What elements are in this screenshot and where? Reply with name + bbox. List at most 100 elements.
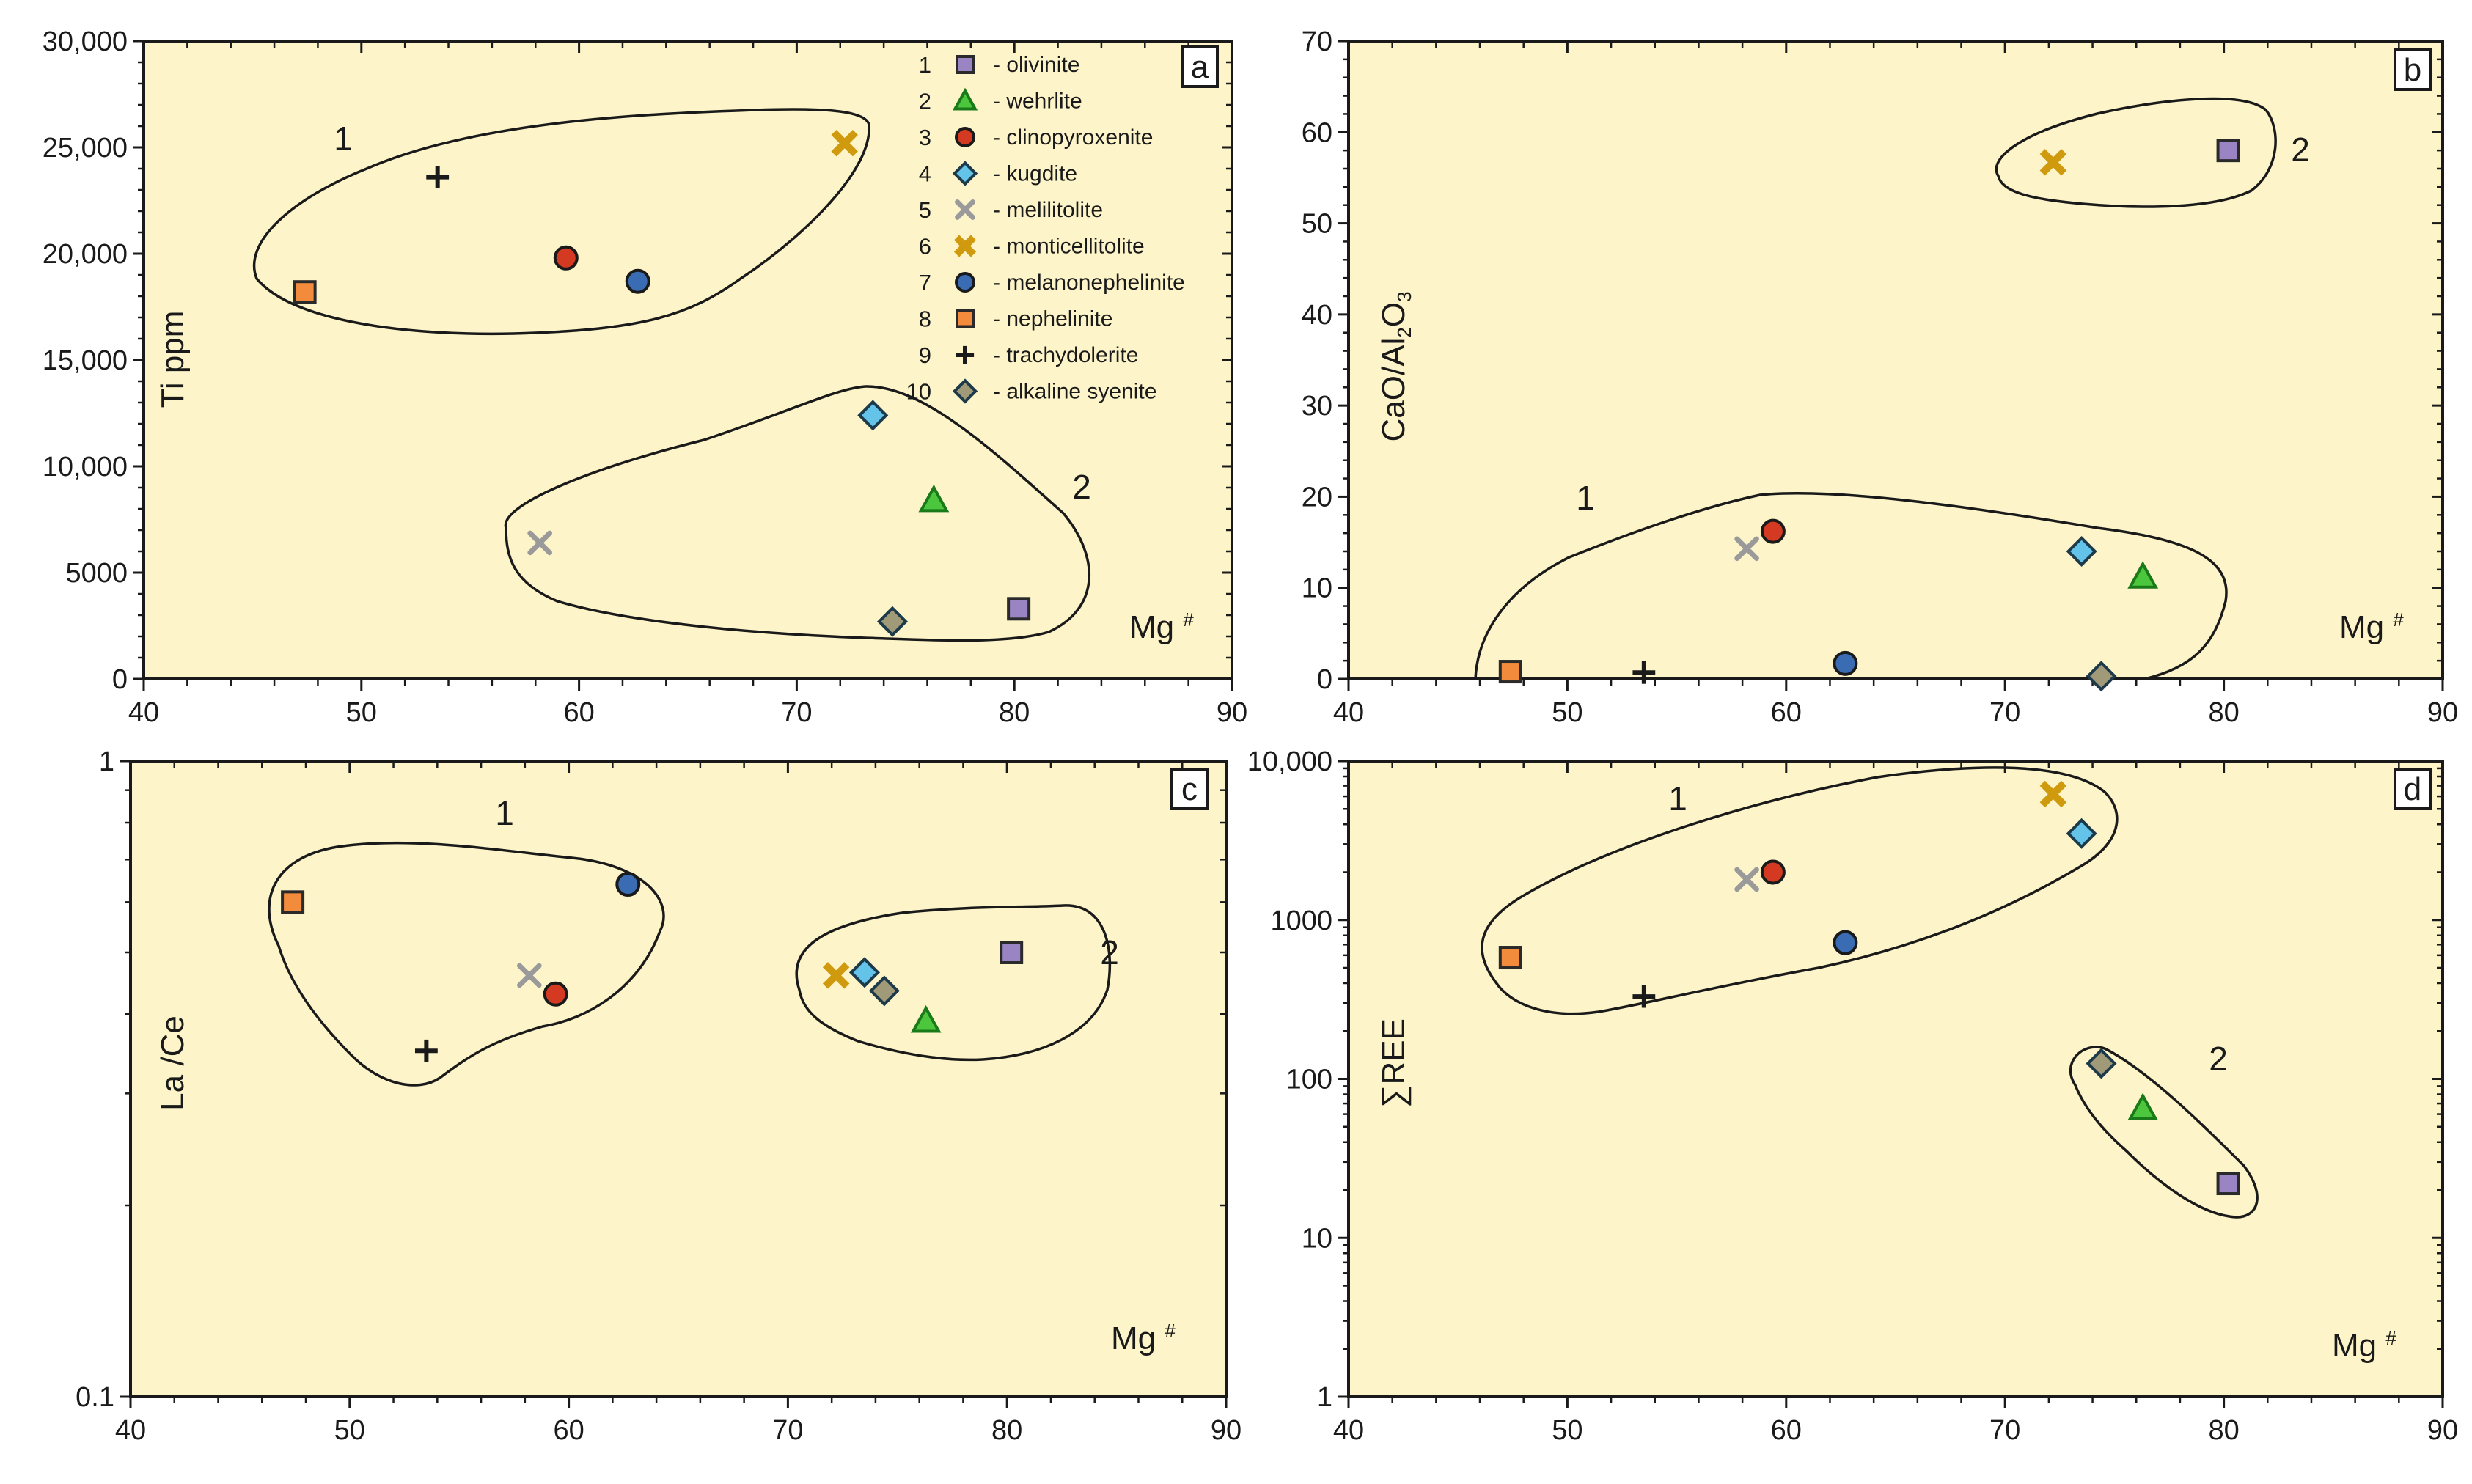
x-tick-label: 70 (781, 697, 812, 728)
point-trachydolerite (426, 166, 450, 188)
x-tick-label: 50 (1552, 1415, 1582, 1446)
point-olivinite (1007, 597, 1031, 621)
x-tick-label: 50 (346, 697, 377, 728)
y-axis-label: La /Ce (155, 1015, 191, 1111)
y-tick-label: 1 (99, 746, 114, 777)
plot-area (1347, 760, 2444, 1398)
point-melilitolite (1734, 867, 1759, 892)
field-label-2: 2 (2291, 131, 2310, 169)
field-outline-1 (268, 841, 665, 1087)
point-alkaline_syenite (868, 975, 900, 1007)
x-tick-label: 70 (772, 1415, 803, 1446)
legend-number: 5 (919, 197, 931, 223)
legend-marker-alkaline_syenite (952, 378, 978, 404)
legend-label: - monticellitolite (993, 235, 1145, 259)
legend-number: 2 (919, 89, 931, 114)
x-axis-ticks (1347, 761, 2444, 1408)
legend-label: - melilitolite (993, 198, 1103, 222)
x-tick-label: 50 (334, 1415, 365, 1446)
field-outline-2 (2069, 1046, 2259, 1219)
field-outline-1 (252, 108, 870, 336)
point-melanonephelinite (625, 268, 650, 294)
point-alkaline_syenite (2086, 661, 2117, 692)
field-label-1: 1 (334, 120, 353, 158)
y-tick-label: 100 (1286, 1065, 1332, 1095)
x-axis-ticks (129, 761, 1228, 1408)
y-tick-label: 50 (1302, 209, 1332, 240)
point-trachydolerite (1632, 661, 1656, 684)
panel-letter-box (1181, 45, 1219, 88)
legend-marker-melanonephelinite (955, 272, 975, 293)
legend-number: 7 (919, 270, 931, 295)
panel-letter-box (1170, 768, 1209, 810)
x-tick-label: 80 (991, 1415, 1022, 1446)
point-olivinite (2216, 1172, 2240, 1196)
x-tick-label: 40 (128, 697, 159, 728)
y-tick-label: 1 (1317, 1382, 1332, 1413)
point-trachydolerite (1632, 985, 1656, 1008)
point-clinopyroxenite (1760, 859, 1786, 885)
panel-c: 40 50 60 70 80 90 0.1 1 1 2 La /Ce Mg # c (76, 746, 1241, 1446)
x-axis-label: Mg # (2339, 609, 2404, 645)
point-melilitolite (517, 963, 542, 988)
x-tick-label: 50 (1552, 697, 1582, 728)
legend-label: - alkaline syenite (993, 380, 1156, 404)
y-axis-label: CaO/Al2O3 (1376, 292, 1415, 442)
point-monticellitolite (2039, 149, 2067, 176)
panel-letter: b (2404, 52, 2421, 88)
legend-label: - melanonephelinite (993, 271, 1185, 295)
x-tick-label: 80 (2208, 1415, 2239, 1446)
legend-marker-nephelinite (956, 309, 975, 328)
legend-item-melanonephelinite: 7 - melanonephelinite (919, 270, 1185, 295)
field-outline-1 (1474, 492, 2228, 680)
data-points (293, 129, 1031, 637)
y-tick-label: 10 (1302, 1223, 1332, 1254)
legend-label: - trachydolerite (993, 343, 1138, 367)
point-melanonephelinite (1833, 650, 1858, 676)
x-tick-label: 90 (2427, 697, 2458, 728)
point-monticellitolite (831, 129, 858, 157)
y-tick-label: 10 (1302, 573, 1332, 604)
field-label-2: 2 (1100, 933, 1119, 971)
y-tick-label: 10,000 (1247, 746, 1332, 777)
point-nephelinite (281, 890, 305, 914)
point-kugdite (857, 400, 889, 431)
x-tick-label: 60 (553, 1415, 584, 1446)
y-tick-label: 5000 (65, 558, 128, 589)
x-tick-label: 80 (999, 697, 1030, 728)
legend-item-alkaline_syenite: 10 - alkaline syenite (906, 378, 1156, 405)
legend-marker-olivinite (956, 55, 975, 74)
legend: 1 - olivinite 2 - wehrlite 3 - clinopyroxenit… (906, 52, 1185, 405)
y-tick-label: 20 (1302, 482, 1332, 513)
y-tick-label: 20,000 (43, 239, 128, 270)
point-monticellitolite (2039, 780, 2067, 808)
y-tick-label: 0 (112, 664, 128, 695)
legend-number: 6 (919, 234, 931, 260)
field-label-1: 1 (495, 794, 514, 832)
point-kugdite (2066, 535, 2097, 567)
point-wehrlite (2127, 1092, 2159, 1121)
legend-number: 8 (919, 306, 931, 332)
y-tick-label: 25,000 (43, 133, 128, 164)
legend-item-kugdite: 4 - kugdite (919, 161, 1077, 187)
point-trachydolerite (414, 1039, 438, 1062)
point-alkaline_syenite (876, 606, 909, 637)
panel-d: 40 50 60 70 80 90 1 10 100 1000 10,000 1 2 ∑REE Mg # d (1247, 746, 2458, 1446)
y-axis-ticks (133, 40, 1232, 680)
point-clinopyroxenite (1760, 518, 1786, 544)
legend-number: 3 (919, 125, 931, 150)
x-tick-label: 40 (1333, 697, 1364, 728)
x-axis-ticks (1347, 41, 2444, 691)
point-wehrlite (2127, 561, 2159, 589)
x-tick-label: 40 (1333, 1415, 1364, 1446)
y-tick-label: 0.1 (76, 1382, 114, 1413)
legend-marker-monticellitolite (953, 235, 977, 257)
y-tick-label: 40 (1302, 300, 1332, 331)
point-nephelinite (1498, 660, 1522, 684)
legend-marker-kugdite (952, 161, 978, 186)
point-clinopyroxenite (543, 981, 568, 1007)
y-axis-label: Ti ppm (155, 311, 191, 408)
panel-a: 40 50 60 70 80 90 0 5000 10,000 15,000 20,000 25,00… (43, 26, 1247, 728)
y-axis-ticks (120, 760, 1226, 1398)
field-outline-2 (795, 904, 1112, 1062)
